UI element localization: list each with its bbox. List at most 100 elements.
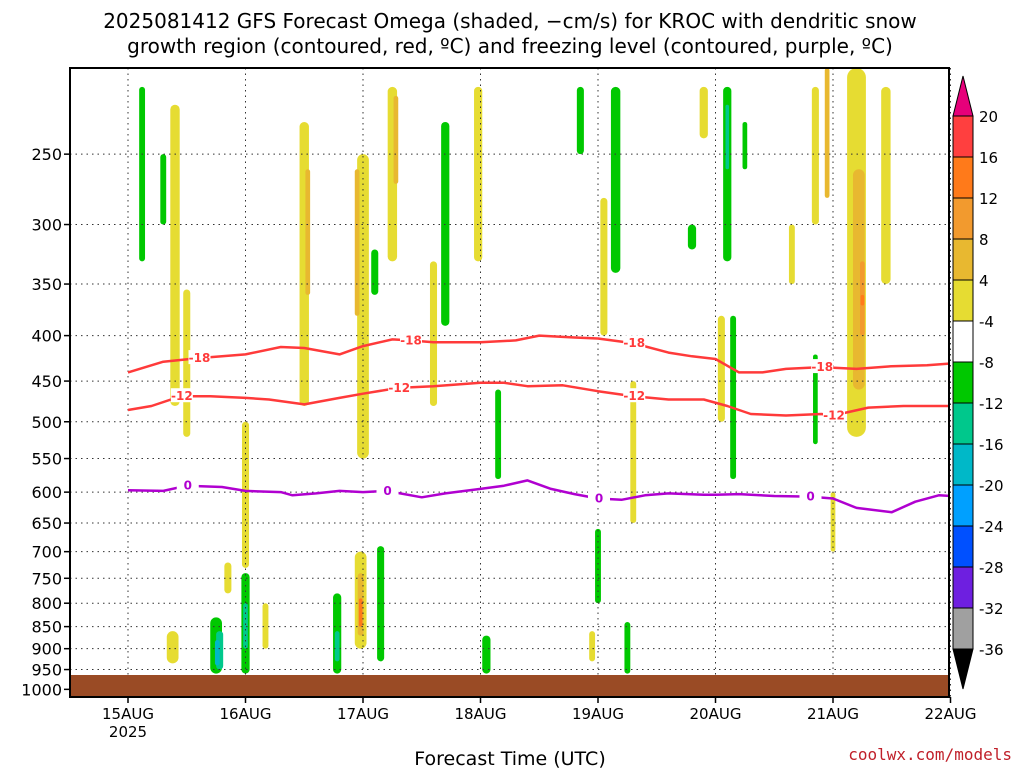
omega-region-47 <box>811 86 819 225</box>
omega-region-31 <box>576 86 584 155</box>
y-tick-label-900: 900 <box>31 640 62 659</box>
omega-region-45 <box>788 224 795 285</box>
contour-label-bg <box>623 388 646 403</box>
contour-label-bg <box>188 350 211 365</box>
x-tick-label-21AUG: 21AUG <box>807 705 859 723</box>
omega-shading <box>139 68 891 674</box>
omega-region-38 <box>687 224 697 250</box>
omega-region-11 <box>224 562 232 594</box>
x-tick-label-15AUG: 15AUG <box>102 705 154 723</box>
colorbar-bottom-arrow <box>952 648 974 690</box>
colorbar: 20 16 12 8 4 -4 -8 -12 -16 -20 -24 -28 -32 -36 <box>952 75 1004 690</box>
colorbar-bin--16 <box>952 443 974 486</box>
contour-label-bg <box>588 490 610 505</box>
y-tick-label-550: 550 <box>31 450 62 469</box>
omega-region-42 <box>742 121 748 170</box>
colorbar-bin--12 <box>952 402 974 445</box>
colorbar-tick--28: -28 <box>979 559 1004 577</box>
colorbar-bin-4 <box>952 279 974 322</box>
y-tick-label-600: 600 <box>31 483 62 502</box>
gridlines <box>70 68 951 697</box>
colorbar-tick--36: -36 <box>979 641 1004 659</box>
contour-line--18 <box>127 334 949 374</box>
contour-label-bg <box>170 388 193 403</box>
contour-label--18: -18 <box>623 336 645 350</box>
omega-region-21 <box>357 154 369 459</box>
y-tick-label-400: 400 <box>31 327 62 346</box>
omega-region-26 <box>429 261 438 406</box>
omega-region-53 <box>881 86 891 285</box>
omega-region-52 <box>860 294 865 306</box>
contour-label--12: -12 <box>823 409 845 423</box>
colorbar-bin--8 <box>952 361 974 404</box>
colorbar-tick-20: 20 <box>979 108 998 126</box>
y-tick-label-850: 850 <box>31 618 62 637</box>
x-tick-label-22AUG: 22AUG <box>925 705 977 723</box>
contour-label-bg <box>176 477 199 492</box>
omega-region-34 <box>595 528 601 604</box>
omega-region-46 <box>813 354 818 445</box>
colorbar-tick--24: -24 <box>979 518 1004 536</box>
y-tick-label-800: 800 <box>31 594 62 613</box>
omega-region-48 <box>824 68 830 198</box>
x-tick-label-17AUG: 17AUG <box>337 705 389 723</box>
y-tick-label-450: 450 <box>31 372 62 391</box>
colorbar-bin--4 <box>952 320 974 363</box>
contour-label-bg <box>376 482 399 497</box>
omega-region-10 <box>243 603 248 649</box>
contour-label-bg <box>823 407 845 422</box>
omega-region-29 <box>474 86 483 262</box>
colorbar-tick-8: 8 <box>979 231 989 249</box>
colorbar-bin-20 <box>952 115 974 158</box>
contour-label-bg <box>623 335 646 350</box>
omega-region-54 <box>830 492 836 552</box>
y-tick-label-350: 350 <box>31 275 62 294</box>
x-axis: 15AUG 16AUG 17AUG 18AUG 19AUG 20AUG 21AUG 22AUG… <box>102 697 976 741</box>
omega-region-0 <box>139 86 146 262</box>
omega-region-25 <box>371 249 379 295</box>
omega-region-44 <box>717 315 725 422</box>
contour-label-bg <box>388 379 411 394</box>
contour-label-0: 0 <box>184 479 192 493</box>
plot-frame <box>69 67 950 698</box>
x-tick-label-16AUG: 16AUG <box>220 705 272 723</box>
colorbar-tick-12: 12 <box>979 190 998 208</box>
omega-region-4 <box>160 154 167 225</box>
omega-region-36 <box>624 622 631 674</box>
contour-label-bg <box>400 332 422 347</box>
y-axis: 250 300 350 400 450 500 550 600 650 700 750 800 850 9… <box>21 145 70 699</box>
omega-region-30 <box>482 635 491 674</box>
omega-region-2 <box>166 631 179 664</box>
omega-region-19 <box>358 598 363 627</box>
colorbar-tick-16: 16 <box>979 149 998 167</box>
omega-region-32 <box>600 197 608 336</box>
omega-region-24 <box>393 95 399 184</box>
omega-region-27 <box>441 121 450 326</box>
contour-label-0: 0 <box>383 484 391 498</box>
y-tick-label-750: 750 <box>31 569 62 588</box>
contour-label-bg <box>811 359 834 374</box>
colorbar-tick--12: -12 <box>979 395 1004 413</box>
contour-label--12: -12 <box>623 389 645 403</box>
omega-region-37 <box>630 381 637 524</box>
plot-area: -18 -18 -18 -18 -12 -12 -12 -12 0 0 0 0 <box>69 67 951 698</box>
omega-region-28 <box>495 389 502 480</box>
y-tick-label-250: 250 <box>31 145 62 164</box>
surface-ground <box>70 675 949 697</box>
contour-line-0 <box>127 479 949 514</box>
x-year-label: 2025 <box>109 723 147 741</box>
colorbar-bin-16 <box>952 156 974 199</box>
y-tick-label-300: 300 <box>31 216 62 235</box>
omega-region-40 <box>723 86 732 262</box>
omega-region-41 <box>725 104 730 170</box>
omega-region-22 <box>354 169 360 316</box>
y-tick-label-500: 500 <box>31 413 62 432</box>
omega-region-33 <box>610 86 621 273</box>
contour-label--18: -18 <box>189 351 211 365</box>
x-tick-label-20AUG: 20AUG <box>690 705 742 723</box>
colorbar-tick--32: -32 <box>979 600 1004 618</box>
colorbar-tick-4: 4 <box>979 272 989 290</box>
chart-title-line-2: growth region (contoured, red, ºC) and f… <box>127 34 893 58</box>
y-tick-label-700: 700 <box>31 543 62 562</box>
